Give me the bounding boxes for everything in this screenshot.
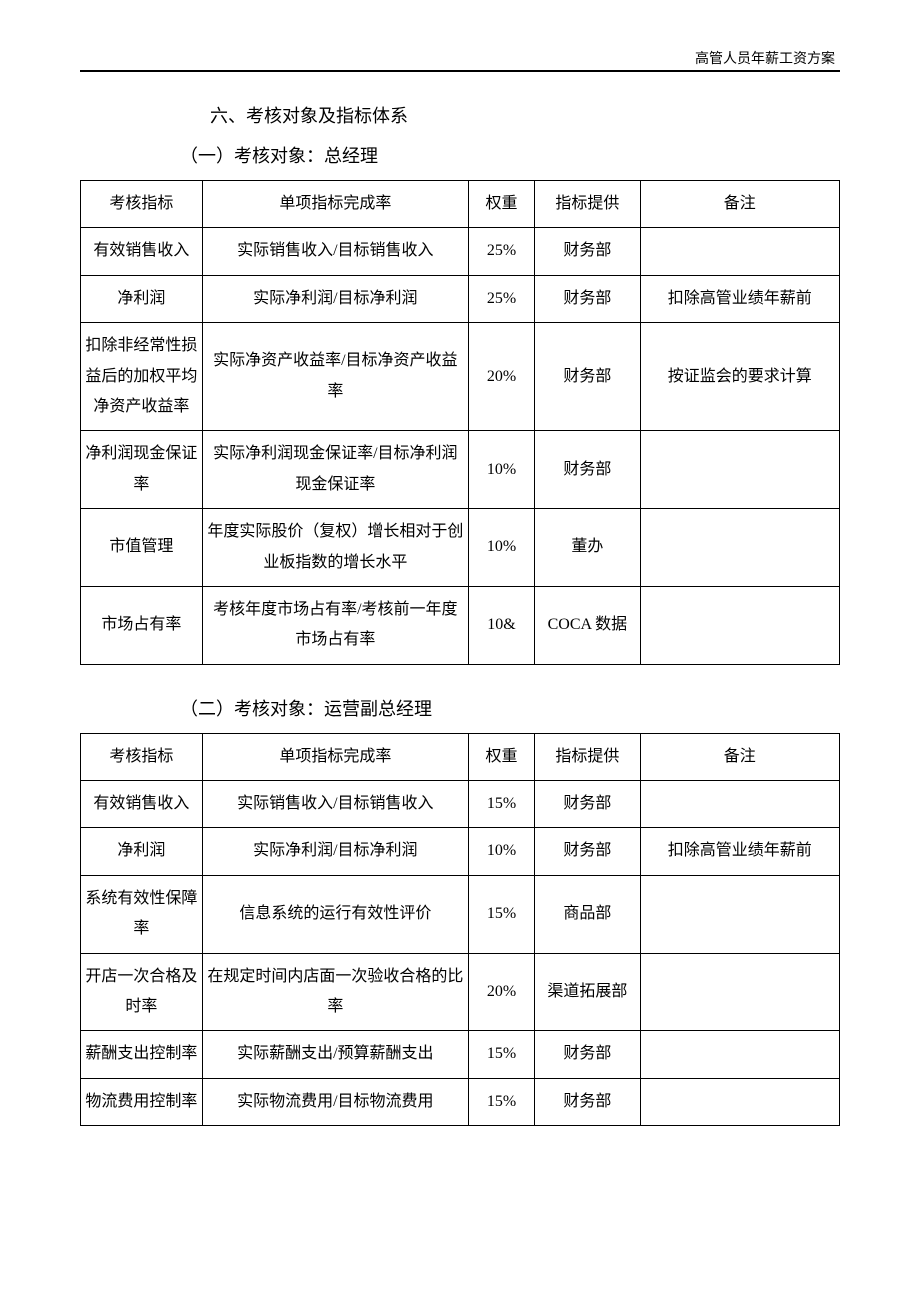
cell-formula: 实际销售收入/目标销售收入: [202, 781, 468, 828]
kpi-table-a: 考核指标 单项指标完成率 权重 指标提供 备注 有效销售收入 实际销售收入/目标…: [80, 180, 840, 665]
cell-note: [640, 1031, 839, 1078]
cell-indicator: 扣除非经常性损益后的加权平均净资产收益率: [81, 323, 203, 431]
col-header-note: 备注: [640, 181, 839, 228]
cell-provider: 财务部: [535, 1078, 640, 1125]
col-header-indicator: 考核指标: [81, 733, 203, 780]
col-header-provider: 指标提供: [535, 181, 640, 228]
col-header-formula: 单项指标完成率: [202, 181, 468, 228]
col-header-indicator: 考核指标: [81, 181, 203, 228]
document-page: 高管人员年薪工资方案 六、考核对象及指标体系 （一）考核对象：总经理 考核指标 …: [0, 0, 920, 1301]
cell-note: [640, 228, 839, 275]
cell-provider: 商品部: [535, 875, 640, 953]
subheading-a: （一）考核对象：总经理: [80, 142, 840, 168]
cell-indicator: 开店一次合格及时率: [81, 953, 203, 1031]
cell-note: [640, 875, 839, 953]
cell-provider: 财务部: [535, 431, 640, 509]
cell-provider: 财务部: [535, 323, 640, 431]
cell-formula: 在规定时间内店面一次验收合格的比率: [202, 953, 468, 1031]
table-row: 有效销售收入 实际销售收入/目标销售收入 25% 财务部: [81, 228, 840, 275]
cell-weight: 15%: [468, 875, 534, 953]
table-row: 净利润现金保证率 实际净利润现金保证率/目标净利润现金保证率 10% 财务部: [81, 431, 840, 509]
cell-formula: 实际净利润/目标净利润: [202, 275, 468, 322]
table-header-row: 考核指标 单项指标完成率 权重 指标提供 备注: [81, 181, 840, 228]
section-heading: 六、考核对象及指标体系: [80, 102, 840, 128]
cell-formula: 考核年度市场占有率/考核前一年度市场占有率: [202, 586, 468, 664]
cell-indicator: 净利润: [81, 275, 203, 322]
cell-note: [640, 1078, 839, 1125]
cell-provider: 财务部: [535, 228, 640, 275]
subheading-b: （二）考核对象：运营副总经理: [80, 695, 840, 721]
cell-weight: 15%: [468, 1078, 534, 1125]
table-row: 物流费用控制率 实际物流费用/目标物流费用 15% 财务部: [81, 1078, 840, 1125]
col-header-provider: 指标提供: [535, 733, 640, 780]
cell-formula: 实际净资产收益率/目标净资产收益率: [202, 323, 468, 431]
cell-formula: 实际薪酬支出/预算薪酬支出: [202, 1031, 468, 1078]
cell-provider: 渠道拓展部: [535, 953, 640, 1031]
table-row: 净利润 实际净利润/目标净利润 10% 财务部 扣除高管业绩年薪前: [81, 828, 840, 875]
cell-weight: 10%: [468, 509, 534, 587]
col-header-weight: 权重: [468, 733, 534, 780]
cell-indicator: 净利润现金保证率: [81, 431, 203, 509]
cell-indicator: 有效销售收入: [81, 781, 203, 828]
table-row: 有效销售收入 实际销售收入/目标销售收入 15% 财务部: [81, 781, 840, 828]
cell-indicator: 薪酬支出控制率: [81, 1031, 203, 1078]
table-row: 市场占有率 考核年度市场占有率/考核前一年度市场占有率 10& COCA 数据: [81, 586, 840, 664]
table-row: 系统有效性保障率 信息系统的运行有效性评价 15% 商品部: [81, 875, 840, 953]
cell-note: [640, 509, 839, 587]
cell-weight: 15%: [468, 781, 534, 828]
cell-provider: 董办: [535, 509, 640, 587]
cell-provider: 财务部: [535, 828, 640, 875]
cell-indicator: 市场占有率: [81, 586, 203, 664]
table-row: 净利润 实际净利润/目标净利润 25% 财务部 扣除高管业绩年薪前: [81, 275, 840, 322]
cell-provider: 财务部: [535, 781, 640, 828]
cell-formula: 信息系统的运行有效性评价: [202, 875, 468, 953]
cell-note: 扣除高管业绩年薪前: [640, 275, 839, 322]
cell-formula: 实际物流费用/目标物流费用: [202, 1078, 468, 1125]
cell-note: 按证监会的要求计算: [640, 323, 839, 431]
cell-indicator: 系统有效性保障率: [81, 875, 203, 953]
table-header-row: 考核指标 单项指标完成率 权重 指标提供 备注: [81, 733, 840, 780]
cell-formula: 实际净利润现金保证率/目标净利润现金保证率: [202, 431, 468, 509]
table-row: 扣除非经常性损益后的加权平均净资产收益率 实际净资产收益率/目标净资产收益率 2…: [81, 323, 840, 431]
cell-note: [640, 781, 839, 828]
cell-note: 扣除高管业绩年薪前: [640, 828, 839, 875]
cell-weight: 25%: [468, 228, 534, 275]
cell-indicator: 有效销售收入: [81, 228, 203, 275]
cell-provider: 财务部: [535, 1031, 640, 1078]
cell-formula: 年度实际股价（复权）增长相对于创业板指数的增长水平: [202, 509, 468, 587]
cell-formula: 实际净利润/目标净利润: [202, 828, 468, 875]
cell-note: [640, 431, 839, 509]
table-row: 市值管理 年度实际股价（复权）增长相对于创业板指数的增长水平 10% 董办: [81, 509, 840, 587]
running-header: 高管人员年薪工资方案: [695, 48, 835, 68]
cell-weight: 25%: [468, 275, 534, 322]
cell-note: [640, 586, 839, 664]
cell-formula: 实际销售收入/目标销售收入: [202, 228, 468, 275]
header-rule: [80, 70, 840, 72]
cell-weight: 10%: [468, 828, 534, 875]
col-header-formula: 单项指标完成率: [202, 733, 468, 780]
cell-weight: 10%: [468, 431, 534, 509]
cell-weight: 20%: [468, 323, 534, 431]
table-row: 薪酬支出控制率 实际薪酬支出/预算薪酬支出 15% 财务部: [81, 1031, 840, 1078]
kpi-table-b: 考核指标 单项指标完成率 权重 指标提供 备注 有效销售收入 实际销售收入/目标…: [80, 733, 840, 1127]
cell-indicator: 净利润: [81, 828, 203, 875]
col-header-note: 备注: [640, 733, 839, 780]
cell-weight: 15%: [468, 1031, 534, 1078]
table-row: 开店一次合格及时率 在规定时间内店面一次验收合格的比率 20% 渠道拓展部: [81, 953, 840, 1031]
cell-indicator: 物流费用控制率: [81, 1078, 203, 1125]
cell-note: [640, 953, 839, 1031]
cell-provider: COCA 数据: [535, 586, 640, 664]
cell-provider: 财务部: [535, 275, 640, 322]
col-header-weight: 权重: [468, 181, 534, 228]
cell-weight: 20%: [468, 953, 534, 1031]
cell-indicator: 市值管理: [81, 509, 203, 587]
cell-weight: 10&: [468, 586, 534, 664]
